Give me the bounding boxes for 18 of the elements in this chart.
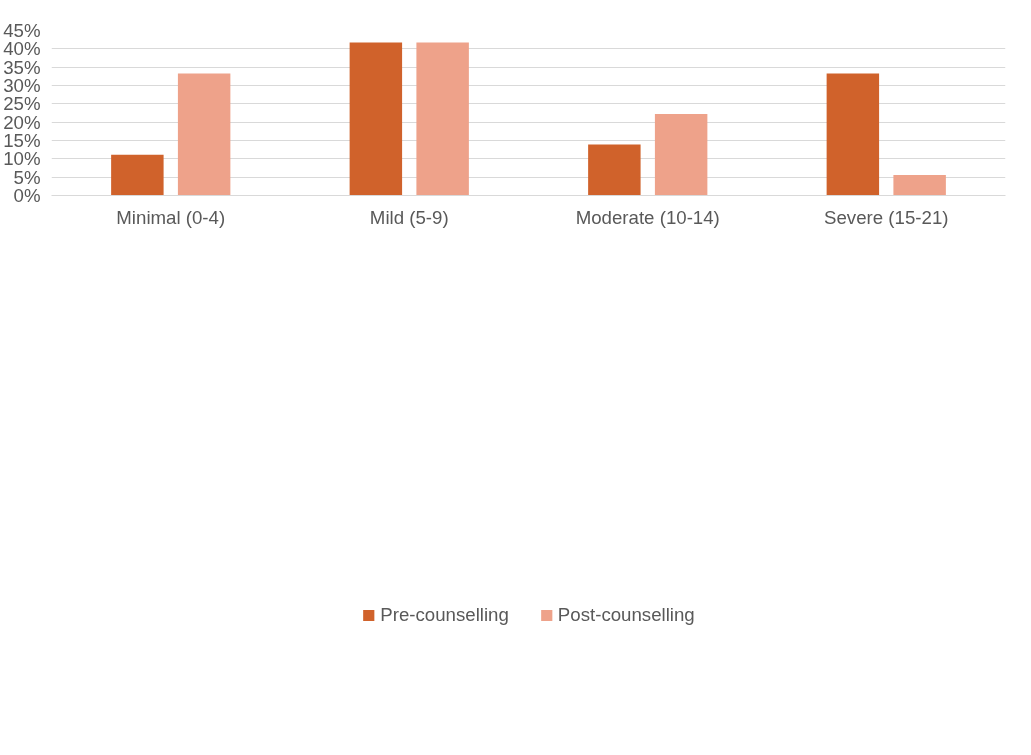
x-tick-label: Minimal (0-4) xyxy=(116,206,226,228)
x-tick-label: Moderate (10-14) xyxy=(575,206,720,228)
y-tick-label: 45% xyxy=(3,20,41,41)
bar xyxy=(588,144,641,196)
bar xyxy=(826,73,880,196)
bar xyxy=(893,174,946,196)
x-tick-label: Severe (15-21) xyxy=(824,206,949,228)
bar xyxy=(111,154,164,196)
y-tick-label: 30% xyxy=(3,75,41,96)
y-tick-label: 15% xyxy=(3,130,41,151)
y-tick-label: 0% xyxy=(13,185,41,206)
legend-label: Post-counselling xyxy=(557,603,695,626)
bar xyxy=(349,42,403,196)
bar xyxy=(177,73,231,196)
x-tick-label: Mild (5-9) xyxy=(369,206,449,228)
bar xyxy=(654,114,708,196)
legend-label: Pre-counselling xyxy=(380,603,509,626)
bar xyxy=(416,42,469,196)
